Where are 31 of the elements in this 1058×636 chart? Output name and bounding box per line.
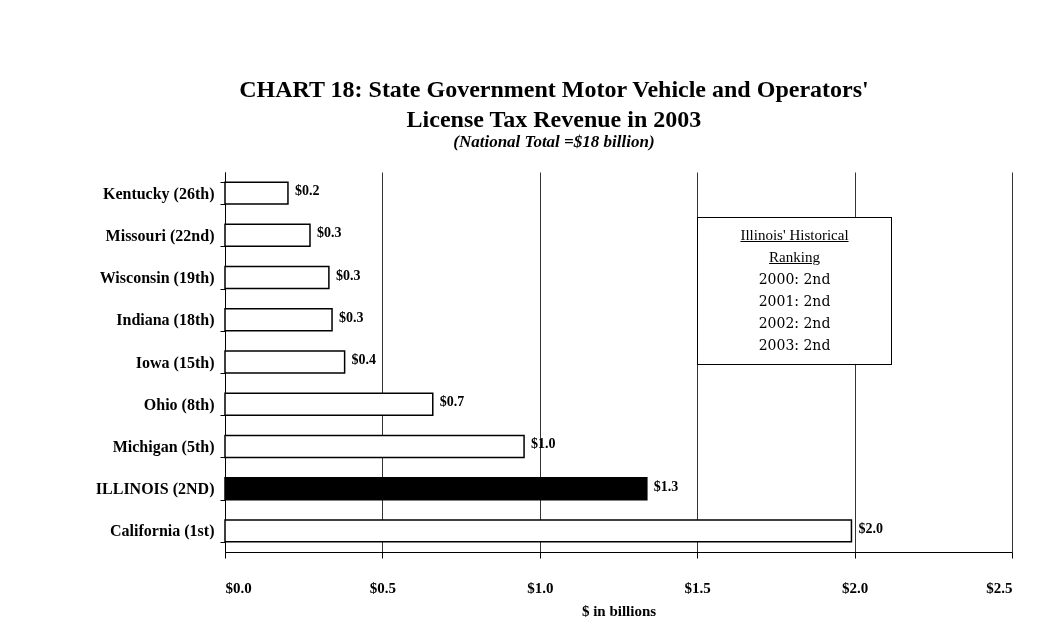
data-label: $0.2	[294, 183, 320, 199]
chart-title: CHART 18: State Government Motor Vehicle and Operators' License Tax Revenue in 2003	[239, 76, 869, 132]
data-label: $0.3	[339, 309, 364, 325]
y-tick-label: Michigan (5th)	[112, 437, 215, 456]
y-tick-label: ILLINOIS (2ND)	[95, 480, 215, 499]
y-tick-label: Indiana (18th)	[116, 311, 215, 330]
x-tick-label: $0.0	[225, 579, 252, 596]
data-label: $0.4	[351, 352, 377, 367]
annotation: 2003: 2nd	[757, 336, 832, 355]
data-label: $0.7	[439, 394, 465, 410]
annotation: 2001: 2nd	[757, 292, 832, 311]
x-tick-label: $2.5	[986, 579, 1013, 596]
x-tick-label: $2.0	[841, 579, 869, 596]
annotation: 2000: 2nd	[757, 270, 832, 289]
y-tick-label: Kentucky (26th)	[102, 184, 215, 203]
y-tick-label: Iowa (15th)	[135, 353, 215, 372]
data-label: $1.3	[653, 478, 679, 494]
x-axis-title: $ in billions	[581, 602, 657, 619]
chart-subtitle: (National Total =$18 billion)	[453, 132, 655, 151]
annotation: Illinois' Historical Ranking	[739, 226, 850, 267]
annotation: 2002: 2nd	[757, 314, 832, 333]
y-tick-label: Wisconsin (19th)	[99, 269, 215, 288]
data-label: $0.3	[335, 267, 361, 283]
x-tick-label: $0.5	[369, 579, 397, 596]
y-tick-label: Ohio (8th)	[143, 395, 215, 414]
data-label: $0.3	[317, 225, 342, 241]
y-tick-label: California (1st)	[110, 522, 215, 541]
y-tick-label: Missouri (22nd)	[105, 226, 215, 245]
x-tick-label: $1.0	[527, 579, 554, 596]
x-tick-label: $1.5	[684, 579, 711, 596]
data-label: $2.0	[858, 520, 883, 536]
